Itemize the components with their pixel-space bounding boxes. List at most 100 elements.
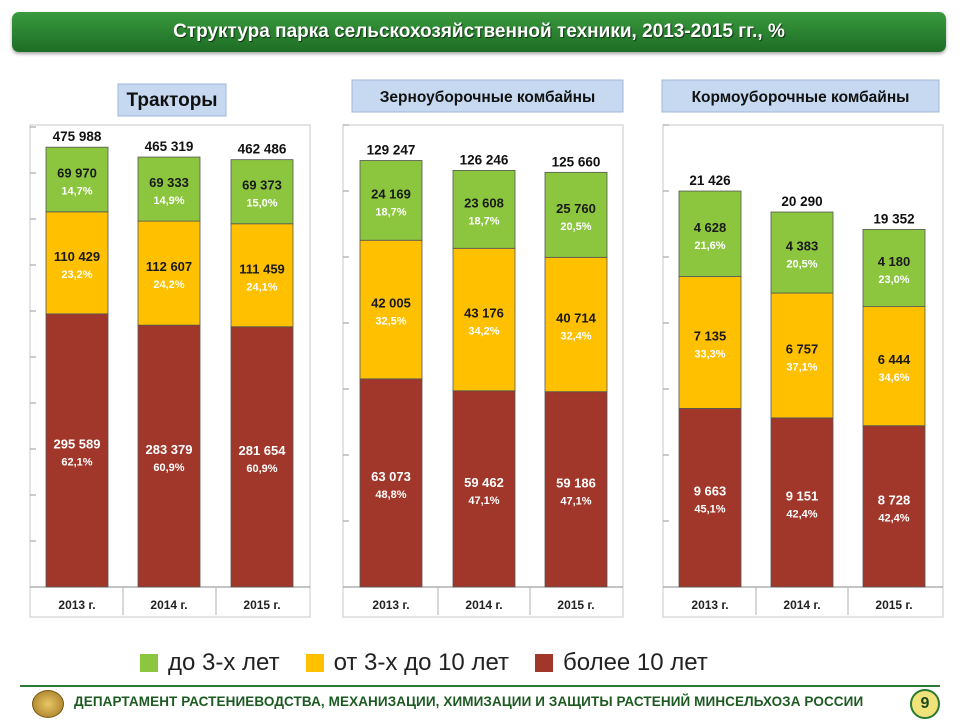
data-label-value: 283 379 xyxy=(146,442,193,457)
total-label: 126 246 xyxy=(460,152,509,167)
legend-swatch-young xyxy=(140,654,158,672)
total-label: 19 352 xyxy=(873,211,914,226)
category-label: 2015 г. xyxy=(243,598,280,612)
data-label-value: 4 628 xyxy=(694,220,727,235)
data-label-percent: 62,1% xyxy=(61,456,92,468)
category-label: 2013 г. xyxy=(691,598,728,612)
bar-segment-mid xyxy=(770,292,834,419)
bar-segment-old xyxy=(544,391,608,588)
bar-segment-young xyxy=(678,190,742,277)
bar-segment-young xyxy=(45,146,109,213)
bar-segment-mid xyxy=(678,276,742,409)
legend-label-young: до 3-х лет xyxy=(168,649,280,676)
page-number-badge: 9 xyxy=(910,689,940,719)
chart-title-box xyxy=(117,83,227,117)
bar-segment-young xyxy=(137,156,201,222)
legend: до 3-х лет от 3-х до 10 лет более 10 лет xyxy=(140,648,734,678)
data-label-percent: 18,7% xyxy=(375,206,406,218)
data-label-value: 9 663 xyxy=(694,484,727,499)
data-label-value: 8 728 xyxy=(878,492,911,507)
footer-divider xyxy=(20,685,940,687)
data-label-value: 295 589 xyxy=(54,436,101,451)
legend-swatch-mid xyxy=(305,654,324,672)
data-label-value: 7 135 xyxy=(694,329,727,344)
total-label: 475 988 xyxy=(53,129,102,144)
bar-segment-old xyxy=(452,390,516,588)
data-label-percent: 42,4% xyxy=(878,512,909,524)
chart-title: Кормоуборочные комбайны xyxy=(692,89,910,106)
chart-title-box xyxy=(351,79,624,113)
data-label-percent: 48,8% xyxy=(375,489,406,501)
data-label-percent: 34,2% xyxy=(468,326,499,338)
data-label-percent: 14,9% xyxy=(153,195,184,207)
legend-item-young: до 3-х лет xyxy=(140,649,280,677)
bar-segment-old xyxy=(137,324,201,588)
data-label-value: 69 970 xyxy=(57,166,97,181)
data-label-percent: 23,2% xyxy=(61,269,92,281)
data-label-value: 59 462 xyxy=(464,475,504,490)
total-label: 129 247 xyxy=(367,142,416,157)
data-label-percent: 34,6% xyxy=(878,372,909,384)
bar-segment-mid xyxy=(137,220,201,326)
category-label: 2014 г. xyxy=(465,598,502,612)
data-label-percent: 23,0% xyxy=(878,274,909,286)
data-label-percent: 21,6% xyxy=(694,240,725,252)
data-label-value: 59 186 xyxy=(556,475,596,490)
page-title: Структура парка сельскохозяйственной тех… xyxy=(12,12,946,52)
data-label-percent: 32,5% xyxy=(375,316,406,328)
bar-segment-mid xyxy=(544,256,608,393)
total-label: 465 319 xyxy=(145,139,194,154)
total-label: 21 426 xyxy=(689,173,731,188)
bar-segment-young xyxy=(770,211,834,294)
data-label-percent: 32,4% xyxy=(560,331,591,343)
data-label-value: 43 176 xyxy=(464,306,504,321)
bar-segment-mid xyxy=(45,211,109,315)
data-label-value: 6 444 xyxy=(878,352,911,367)
data-label-percent: 45,1% xyxy=(694,504,725,516)
category-label: 2015 г. xyxy=(875,598,912,612)
data-label-value: 63 073 xyxy=(371,469,411,484)
bar-segment-young xyxy=(359,160,423,241)
legend-label-old: более 10 лет xyxy=(563,649,708,676)
data-label-value: 9 151 xyxy=(786,488,819,503)
data-label-value: 111 459 xyxy=(239,261,285,276)
category-label: 2014 г. xyxy=(783,598,820,612)
ministry-logo-icon xyxy=(32,690,64,718)
bar-segment-young xyxy=(544,171,608,258)
footer-department-text: ДЕПАРТАМЕНТ РАСТЕНИЕВОДСТВА, МЕХАНИЗАЦИИ… xyxy=(74,694,864,709)
data-label-percent: 47,1% xyxy=(468,495,499,507)
legend-item-old: более 10 лет xyxy=(535,649,708,677)
data-label-value: 4 180 xyxy=(878,254,911,269)
data-label-value: 23 608 xyxy=(464,195,504,210)
legend-label-mid: от 3-х до 10 лет xyxy=(333,649,509,676)
total-label: 125 660 xyxy=(552,154,601,169)
data-label-value: 110 429 xyxy=(54,249,100,264)
bar-segment-old xyxy=(230,326,294,588)
bar-segment-mid xyxy=(230,223,294,328)
data-label-value: 40 714 xyxy=(556,311,597,326)
data-label-value: 24 169 xyxy=(371,186,411,201)
category-label: 2014 г. xyxy=(150,598,187,612)
total-label: 20 290 xyxy=(781,194,822,209)
chart-title: Тракторы xyxy=(126,90,217,111)
data-label-percent: 42,4% xyxy=(786,508,817,520)
chart-title: Зерноуборочные комбайны xyxy=(380,89,596,106)
bar-segment-old xyxy=(45,313,109,588)
data-label-percent: 20,5% xyxy=(560,221,591,233)
data-label-percent: 47,1% xyxy=(560,495,591,507)
data-label-percent: 33,3% xyxy=(694,349,725,361)
bar-segment-old xyxy=(359,378,423,588)
bar-segment-old xyxy=(862,425,926,588)
chart-title-box xyxy=(661,79,940,113)
legend-item-mid: от 3-х до 10 лет xyxy=(305,649,509,677)
data-label-percent: 15,0% xyxy=(246,198,277,210)
data-label-value: 4 383 xyxy=(786,239,819,254)
data-label-percent: 14,7% xyxy=(61,186,92,198)
data-label-value: 69 333 xyxy=(149,175,189,190)
data-label-value: 25 760 xyxy=(556,201,596,216)
category-label: 2015 г. xyxy=(557,598,594,612)
data-label-percent: 37,1% xyxy=(786,361,817,373)
data-label-value: 69 373 xyxy=(242,178,282,193)
data-label-value: 42 005 xyxy=(371,296,411,311)
legend-swatch-old xyxy=(535,654,553,672)
